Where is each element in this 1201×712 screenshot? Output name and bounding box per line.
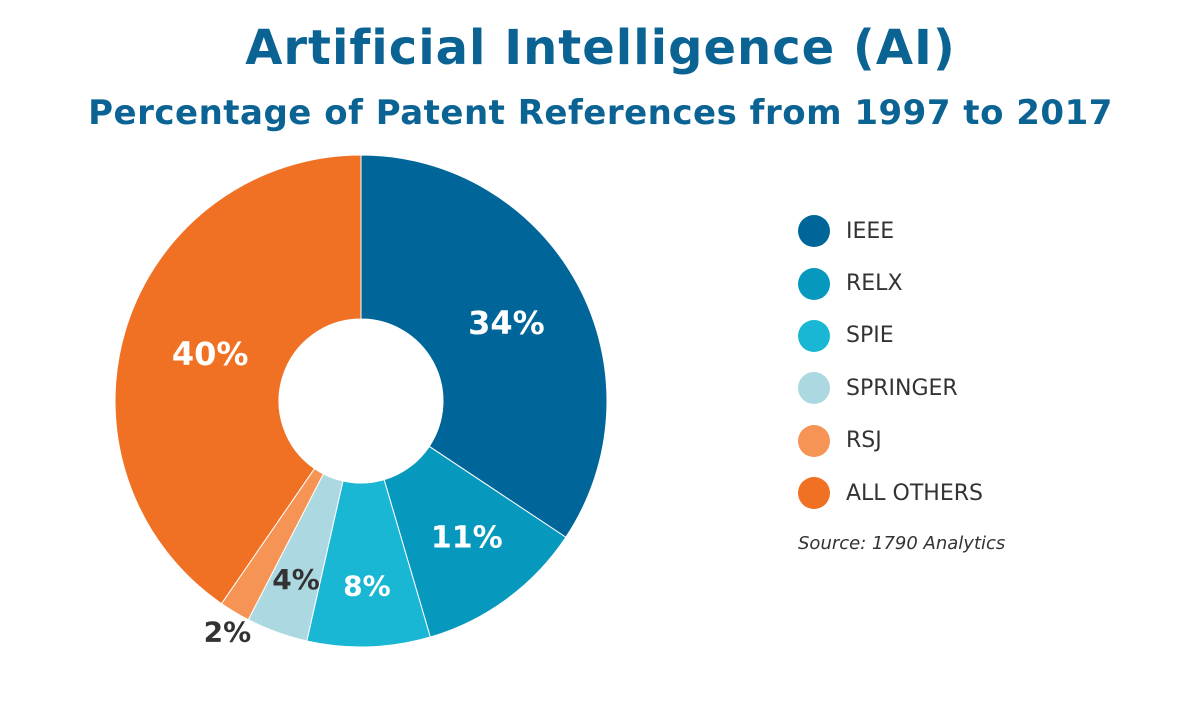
legend-swatch-springer (798, 372, 830, 405)
legend: IEEE RELX SPIE SPRINGER RSJ ALL OTHERS (798, 205, 983, 519)
slice-all-others (114, 154, 362, 605)
legend-item-relx: RELX (798, 257, 983, 309)
legend-item-springer: SPRINGER (798, 362, 983, 414)
data-label-spie: 8% (343, 569, 391, 602)
legend-item-all-others: ALL OTHERS (798, 467, 983, 519)
legend-label-ieee: IEEE (846, 218, 895, 244)
chart-title: Artificial Intelligence (AI) (245, 20, 956, 76)
legend-item-ieee: IEEE (798, 205, 983, 257)
data-label-all-others: 40% (172, 335, 249, 373)
slice-ieee (360, 154, 608, 538)
data-label-rsj: 2% (204, 616, 252, 649)
source-note: Source: 1790 Analytics (798, 533, 1006, 554)
legend-label-all-others: ALL OTHERS (846, 480, 984, 506)
data-label-springer: 4% (272, 563, 320, 596)
legend-swatch-relx (798, 267, 830, 300)
data-label-relx: 11% (431, 520, 503, 555)
legend-swatch-spie (798, 319, 830, 352)
legend-item-rsj: RSJ (798, 415, 983, 467)
legend-swatch-ieee (798, 215, 830, 248)
chart-subtitle: Percentage of Patent References from 199… (88, 93, 1113, 133)
legend-item-spie: SPIE (798, 310, 983, 362)
data-label-ieee: 34% (468, 304, 545, 342)
legend-label-spie: SPIE (846, 323, 894, 349)
legend-label-springer: SPRINGER (846, 375, 958, 401)
legend-swatch-all-others (798, 477, 830, 510)
legend-label-relx: RELX (846, 271, 903, 297)
legend-swatch-rsj (798, 424, 830, 457)
slice-relx (383, 445, 567, 638)
legend-label-rsj: RSJ (846, 428, 882, 454)
